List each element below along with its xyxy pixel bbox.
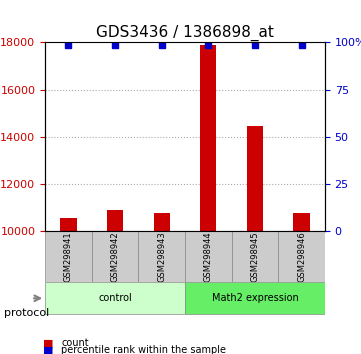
Text: GSM298945: GSM298945 — [251, 231, 260, 282]
FancyBboxPatch shape — [45, 282, 185, 314]
FancyBboxPatch shape — [232, 231, 278, 281]
Bar — [153, 213, 170, 231]
Bar — [107, 210, 123, 231]
FancyBboxPatch shape — [45, 231, 92, 281]
Bar — [293, 213, 310, 231]
Bar — [60, 218, 77, 231]
Text: count: count — [61, 338, 89, 348]
Text: control: control — [98, 293, 132, 303]
Bar — [247, 126, 263, 231]
Text: Math2 expression: Math2 expression — [212, 293, 298, 303]
Text: GSM298943: GSM298943 — [157, 231, 166, 282]
Text: GSM298941: GSM298941 — [64, 231, 73, 282]
FancyBboxPatch shape — [278, 231, 325, 281]
Text: percentile rank within the sample: percentile rank within the sample — [61, 346, 226, 354]
Text: protocol: protocol — [4, 308, 49, 318]
Text: GSM298946: GSM298946 — [297, 231, 306, 282]
Title: GDS3436 / 1386898_at: GDS3436 / 1386898_at — [96, 25, 274, 41]
Bar — [200, 45, 217, 231]
FancyBboxPatch shape — [92, 231, 138, 281]
FancyBboxPatch shape — [138, 231, 185, 281]
Text: ■: ■ — [43, 338, 54, 348]
Text: GSM298944: GSM298944 — [204, 231, 213, 282]
FancyBboxPatch shape — [185, 231, 232, 281]
FancyBboxPatch shape — [185, 282, 325, 314]
Text: ■: ■ — [43, 346, 54, 354]
Text: GSM298942: GSM298942 — [110, 231, 119, 282]
